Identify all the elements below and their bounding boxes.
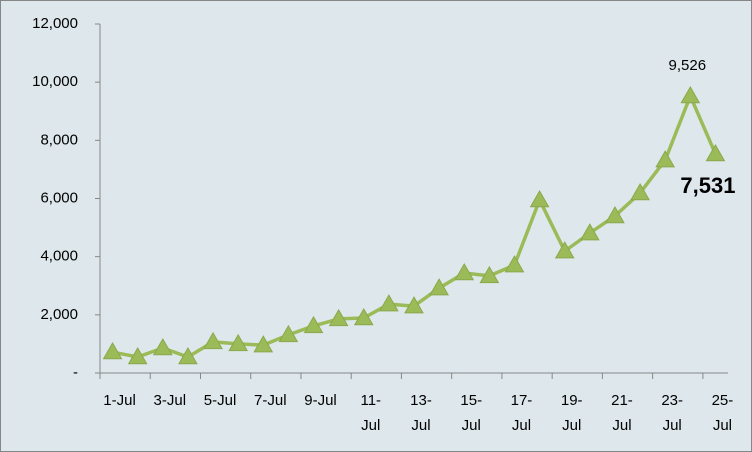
marker xyxy=(630,182,650,201)
marker xyxy=(504,255,525,273)
x-tick-label: 17- Jul xyxy=(511,392,533,434)
marker xyxy=(605,205,625,224)
marker xyxy=(127,346,148,365)
marker xyxy=(379,294,399,312)
x-tick-label: 11- Jul xyxy=(360,392,381,434)
marker xyxy=(178,346,198,365)
marker xyxy=(579,223,600,241)
data-label: 7,531 xyxy=(680,173,735,198)
marker xyxy=(228,333,249,352)
y-tick-label: 10,000 xyxy=(32,73,78,90)
x-tick-label-line: 23- xyxy=(661,392,683,409)
x-tick-label: 13- Jul xyxy=(410,392,432,434)
marker xyxy=(479,265,500,284)
x-tick-label-line: Jul xyxy=(361,417,380,434)
marker xyxy=(353,308,374,326)
x-tick-label: 15- Jul xyxy=(460,392,482,434)
x-tick-label-line: Jul xyxy=(411,417,430,434)
x-tick-label-line: 13- xyxy=(410,392,432,409)
marker xyxy=(203,331,223,350)
x-tick-label-line: 25- xyxy=(712,392,734,409)
x-tick-label: 19- Jul xyxy=(561,392,583,434)
data-label: 9,526 xyxy=(669,57,707,74)
x-tick-label-line: Jul xyxy=(512,417,531,434)
marker xyxy=(454,262,475,281)
marker xyxy=(655,150,676,168)
x-tick-label-line: 17- xyxy=(511,392,533,409)
x-tick-label-line: 15- xyxy=(460,392,482,409)
marker xyxy=(404,296,424,314)
y-tick-label: 6,000 xyxy=(40,189,78,206)
x-tick-label: 5-Jul xyxy=(204,392,237,409)
x-tick-label-line: Jul xyxy=(462,417,481,434)
y-tick-label: - xyxy=(73,364,78,381)
x-tick-label: 1-Jul xyxy=(103,392,136,409)
marker xyxy=(102,342,123,360)
marker xyxy=(328,308,349,327)
y-tick-label: 2,000 xyxy=(40,306,78,323)
marker xyxy=(429,278,449,296)
x-tick-label-line: Jul xyxy=(663,417,682,434)
marker xyxy=(152,337,173,356)
y-tick-label: 8,000 xyxy=(40,131,78,148)
x-tick-label: 7-Jul xyxy=(254,392,287,409)
x-tick-label: 21- Jul xyxy=(611,392,633,434)
y-tick-label: 12,000 xyxy=(32,15,78,32)
x-tick-label-line: Jul xyxy=(562,417,581,434)
x-tick-label: 3-Jul xyxy=(154,392,187,409)
x-tick-label: 9-Jul xyxy=(304,392,337,409)
marker xyxy=(253,335,274,353)
marker xyxy=(278,324,299,343)
marker xyxy=(680,85,701,104)
x-tick-label-line: 19- xyxy=(561,392,583,409)
x-tick-label-line: 21- xyxy=(611,392,633,409)
x-tick-label: 23- Jul xyxy=(661,392,683,434)
x-tick-label-line: Jul xyxy=(612,417,631,434)
y-tick-label: 4,000 xyxy=(40,248,78,265)
marker xyxy=(529,189,550,208)
marker xyxy=(705,143,726,162)
x-tick-label-line: Jul xyxy=(713,417,732,434)
marker xyxy=(554,241,575,259)
marker xyxy=(303,315,324,334)
x-tick-label: 25- Jul xyxy=(712,392,734,434)
x-tick-label-line: 11- xyxy=(360,392,381,409)
